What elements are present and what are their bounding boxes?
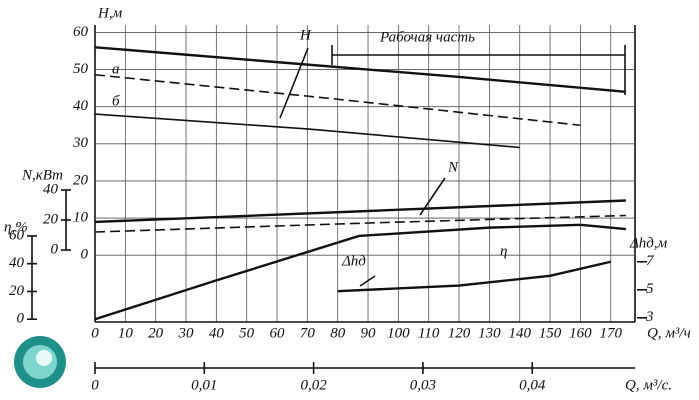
y-tick-label: 40 bbox=[9, 255, 25, 271]
series-line bbox=[94, 73, 581, 127]
x-tick-label: 40 bbox=[209, 325, 225, 341]
y-tick-label: 40 bbox=[73, 98, 89, 114]
x2-tick-label: 0,03 bbox=[410, 377, 436, 393]
annotation: а bbox=[112, 61, 120, 77]
x-tick-label: 80 bbox=[330, 325, 346, 341]
x-tick-label: 110 bbox=[418, 325, 440, 341]
x-tick-label: 100 bbox=[387, 325, 410, 341]
y-tick-label: 0 bbox=[17, 311, 25, 327]
x-tick-label: 160 bbox=[569, 325, 592, 341]
y-axis-label: Δhд,м bbox=[629, 235, 668, 251]
y-tick-label: 3 bbox=[645, 309, 654, 325]
series-line bbox=[337, 260, 611, 293]
y-tick-label: 20 bbox=[43, 211, 59, 227]
y-axis-label: η,% bbox=[4, 219, 28, 235]
y-tick-label: 60 bbox=[73, 24, 89, 40]
x2-tick-label: 0,02 bbox=[300, 377, 327, 393]
x-tick-label: 10 bbox=[118, 325, 134, 341]
series-line bbox=[94, 223, 627, 321]
series-line bbox=[94, 214, 626, 233]
y-axis-label: Н,м bbox=[97, 5, 123, 21]
annotation: Δhд bbox=[341, 253, 366, 269]
x-tick-label: 140 bbox=[508, 325, 531, 341]
series-line bbox=[94, 46, 627, 94]
annotation: Рабочая часть bbox=[379, 29, 475, 45]
x-tick-label: 90 bbox=[361, 325, 377, 341]
annotation: N bbox=[447, 159, 459, 175]
leader bbox=[359, 275, 376, 287]
x-tick-label: 30 bbox=[178, 325, 195, 341]
annotation: б bbox=[112, 93, 120, 109]
x-tick-label: 0 bbox=[91, 325, 99, 341]
x-tick-label: 130 bbox=[478, 325, 501, 341]
x-tick-label: 150 bbox=[539, 325, 562, 341]
x-tick-label: 120 bbox=[448, 325, 471, 341]
x-axis-label: Q, м³/ч bbox=[647, 325, 691, 341]
y-tick-label: 20 bbox=[73, 172, 89, 188]
annotation: Н bbox=[299, 27, 312, 43]
y-tick-label: 10 bbox=[73, 209, 89, 225]
series-line bbox=[94, 113, 520, 149]
x-tick-label: 60 bbox=[270, 325, 286, 341]
y-tick-label: 20 bbox=[9, 283, 25, 299]
annotation: η bbox=[500, 243, 507, 259]
y-tick-label: 60 bbox=[9, 227, 25, 243]
x2-tick-label: 0 bbox=[91, 377, 99, 393]
y-tick-label: 5 bbox=[646, 281, 654, 297]
y-tick-label: 0 bbox=[51, 241, 59, 257]
leader bbox=[279, 47, 309, 119]
x-tick-label: 170 bbox=[599, 325, 622, 341]
y-axis-label: N,кВт bbox=[21, 167, 63, 183]
y-tick-label: 7 bbox=[646, 253, 655, 269]
y-tick-label: 40 bbox=[43, 181, 59, 197]
x2-axis-label: Q, м³/с. bbox=[625, 377, 672, 393]
x2-tick-label: 0,01 bbox=[191, 377, 217, 393]
leader bbox=[419, 177, 446, 216]
x-tick-label: 20 bbox=[148, 325, 164, 341]
x-tick-label: 70 bbox=[300, 325, 316, 341]
logo bbox=[14, 336, 66, 388]
series-line bbox=[94, 199, 626, 224]
x2-tick-label: 0,04 bbox=[519, 377, 546, 393]
y-tick-label: 30 bbox=[72, 135, 89, 151]
y-tick-label: 50 bbox=[73, 61, 89, 77]
y-tick-label: 0 bbox=[81, 247, 89, 263]
x-tick-label: 50 bbox=[239, 325, 255, 341]
